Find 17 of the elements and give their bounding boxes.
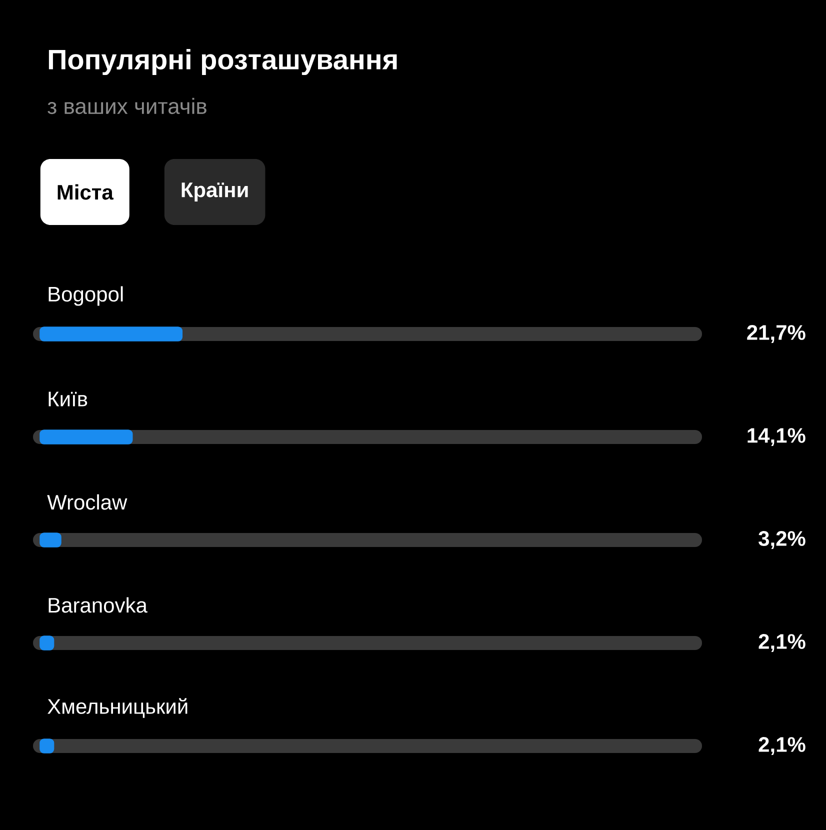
data-label: 14,1%: [748, 428, 806, 446]
text: Країни: [182, 182, 248, 202]
y-tick-label: Baranovka: [48, 597, 148, 613]
bar: [40, 532, 62, 548]
bar: [40, 430, 133, 444]
text: Міста: [58, 184, 114, 200]
y-tick-label: Bogopol: [48, 286, 123, 306]
data-label: 2,1%: [758, 737, 806, 755]
data-label: 3,2%: [758, 531, 806, 549]
y-tick-label: Хмельницький: [48, 698, 188, 718]
y-tick-label: Київ: [48, 392, 88, 406]
chart-subtitle: з ваших читачів: [48, 98, 206, 114]
data-label: 2,1%: [758, 634, 806, 652]
data-label: 21,7%: [747, 325, 806, 343]
y-tick-label: Wroclaw: [47, 494, 128, 510]
bar: [40, 326, 183, 342]
chart-title: Популярні розташування: [48, 48, 397, 76]
